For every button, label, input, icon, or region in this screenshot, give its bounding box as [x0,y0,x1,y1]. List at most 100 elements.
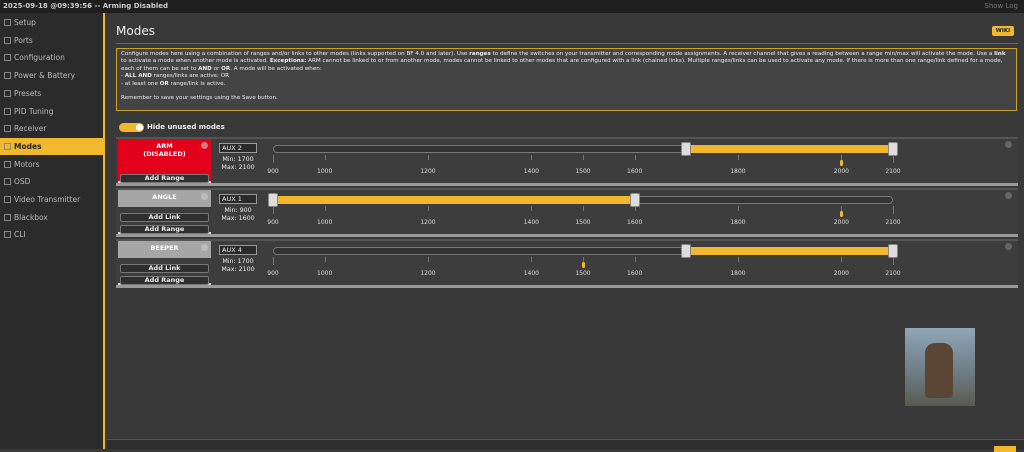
tick-label: 2100 [885,270,901,277]
nav-item[interactable]: Presets [0,85,103,102]
sidebar: Setup Ports Configuration Power & Battery Pr… [0,13,105,449]
tick-label: 1800 [730,270,746,277]
tick-label: 1800 [730,168,746,175]
info-paragraph: Configure modes here using a combination… [121,51,1012,73]
nav-item[interactable]: Setup [0,14,103,31]
nav-item[interactable]: Configuration [0,49,103,66]
button[interactable]: Add Range [120,174,209,183]
remove-icon[interactable] [1005,192,1012,199]
info-text: Exceptions: [269,58,307,65]
footer [107,439,1024,452]
tick-label: 1600 [627,219,643,226]
tick-mark [273,155,274,163]
channel-marker [839,160,843,166]
range-handle[interactable] [629,193,640,207]
nav-label: Receiver [14,124,47,134]
button[interactable]: Add Range [120,276,209,285]
label: Min: [222,156,238,163]
tick-label: 1800 [730,219,746,226]
channel-select[interactable]: AUX 4 [219,245,257,255]
button[interactable]: Add Range [120,225,209,234]
tick-mark [738,206,739,211]
wiki-button[interactable]: WIKI [992,26,1014,36]
remove-icon[interactable] [1005,243,1012,250]
label: Max: [221,215,239,222]
tick-mark [583,206,584,211]
tick-label: 1400 [523,219,539,226]
info-text: ranges/links are active; OR [151,73,230,80]
info-text: AND [198,65,212,72]
page-title: Modes [116,24,155,38]
tick-label: 1000 [317,219,333,226]
range-handle[interactable] [888,142,898,156]
range-handle[interactable] [268,193,278,207]
tick-mark [428,206,429,211]
tick-label: 900 [267,168,279,175]
label: Min: [224,207,240,214]
range-handle[interactable] [681,244,692,258]
nav-label: Video Transmitter [14,195,81,204]
nav-item[interactable]: Motors [0,156,103,173]
tick-label: 1500 [575,219,591,226]
info-paragraph: - ALL AND ranges/links are active; OR [121,73,1012,80]
tick-label: 2100 [885,219,901,226]
tick-label: 900 [267,219,279,226]
range-max: Max: 2100 [219,266,257,273]
range-max: Max: 2100 [219,164,257,171]
nav-item[interactable]: OSD [0,173,103,190]
remove-icon[interactable] [1005,141,1012,148]
nav-item[interactable]: Power & Battery [0,67,103,84]
tick-mark [583,257,584,262]
nav-item[interactable]: Video Transmitter [0,191,103,208]
value: 2100 [238,266,255,273]
nav-label: CLI [14,230,26,240]
tick-mark [841,155,843,160]
tick-mark [893,155,894,163]
label: Max: [221,164,239,171]
button[interactable]: Add Link [120,264,209,273]
mode-box: ARM (DISABLED) Add Range [118,139,211,183]
nav-item[interactable]: Receiver [0,120,103,137]
mode-box: BEEPER Add Link Add Range [118,241,211,285]
mode-state: (DISABLED) [143,150,186,158]
nav-label: PID Tuning [14,106,54,116]
channel-marker [581,262,585,268]
range-handle[interactable] [888,244,898,258]
nav-item[interactable]: Blackbox [0,209,103,226]
nav-label: Ports [14,35,33,45]
channel-select[interactable]: AUX 2 [219,143,257,153]
range-handle[interactable] [681,142,692,156]
tick-label: 1200 [420,270,436,277]
nav-item[interactable]: CLI [0,226,103,243]
tick-label: 900 [267,270,279,277]
tick-label: 2100 [885,168,901,175]
mode-row: ANGLE Add Link Add Range AUX 1 Min: 900 Max: … [116,188,1018,237]
tick-mark [428,155,429,160]
nav-label: OSD [14,177,31,187]
mode-name: BEEPER [150,244,179,252]
tick-label: 1600 [627,168,643,175]
tick-label: 1200 [420,168,436,175]
mode-box: ANGLE Add Link Add Range [118,190,211,234]
range-fill [273,196,635,204]
label: Max: [221,266,239,273]
nav-label: Power & Battery [14,71,76,81]
info-text: ranges [469,51,491,57]
toggle-label: Hide unused modes [147,123,225,131]
tick-mark [634,206,636,211]
button[interactable]: Add Link [120,213,209,222]
status: 2025-09-18 @09:39:56 -- Arming Disabled [3,2,168,10]
nav-item[interactable]: Ports [0,32,103,49]
nav-item[interactable]: PID Tuning [0,103,103,120]
info-text: Remember to save your settings using the… [121,95,278,102]
info-paragraph: Remember to save your settings using the… [121,95,1012,102]
help-icon [201,244,208,251]
channel-select[interactable]: AUX 1 [219,194,257,204]
info-text: to activate a mode when another mode is … [121,58,270,65]
nav-item[interactable]: Modes [0,137,103,155]
mode-row: BEEPER Add Link Add Range AUX 4 Min: 1700 Max… [116,239,1018,288]
toggle[interactable] [119,123,144,132]
tick-mark [324,206,326,211]
show-log[interactable]: Show Log [984,2,1018,10]
value: 900 [239,207,252,214]
